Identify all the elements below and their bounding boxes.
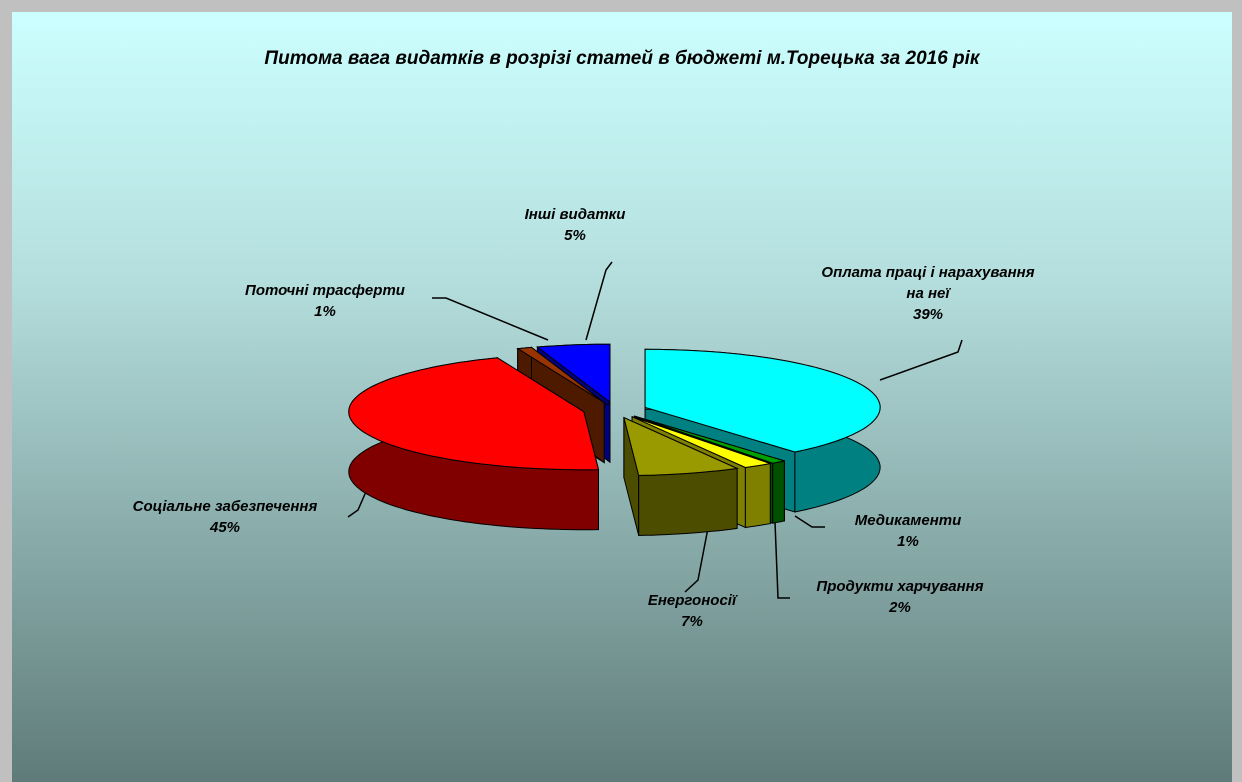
pie-slice xyxy=(516,346,605,404)
value-label: 39% xyxy=(912,306,944,323)
category-label: Соціальне забезпечення xyxy=(132,498,318,515)
category-label: Продукти харчування xyxy=(816,578,984,595)
chart-area xyxy=(12,12,1232,782)
pie-slice xyxy=(536,343,611,404)
value-label: 1% xyxy=(314,303,336,320)
data-label: Енергоносії 7% xyxy=(617,590,767,632)
category-label: Інші видатки xyxy=(524,206,626,223)
value-label: 45% xyxy=(209,519,241,536)
category-label: Медикаменти xyxy=(854,512,962,529)
value-label: 5% xyxy=(564,227,586,244)
data-label: Оплата праці і нарахування на неї 39% xyxy=(818,262,1038,325)
slice-wall xyxy=(744,463,771,529)
data-label: Соціальне забезпечення 45% xyxy=(95,496,355,538)
chart-title: Питома вага видатків в розрізі статей в … xyxy=(264,48,980,69)
category-label: Оплата праці і нарахування на неї xyxy=(821,264,1035,302)
leader-line xyxy=(794,515,825,528)
pie-slice xyxy=(623,416,739,477)
value-label: 2% xyxy=(889,599,911,616)
category-label: Енергоносії xyxy=(647,592,737,609)
leader-line xyxy=(774,521,790,599)
category-label: Поточні трасферти xyxy=(245,282,405,299)
leader-line xyxy=(585,261,613,341)
value-label: 1% xyxy=(897,533,919,550)
data-label: Продукти харчування 2% xyxy=(785,576,1015,618)
leader-line xyxy=(879,339,963,381)
leader-line xyxy=(684,527,709,593)
slice-wall xyxy=(638,467,738,537)
leader-line xyxy=(432,297,549,341)
pie-slice xyxy=(634,415,785,464)
value-label: 7% xyxy=(681,613,703,630)
data-label: Медикаменти 1% xyxy=(828,510,988,552)
slice-wall xyxy=(772,460,785,524)
data-label: Поточні трасферти 1% xyxy=(210,280,440,322)
pie-slice xyxy=(644,348,881,453)
pie-slice xyxy=(631,416,771,469)
leader-lines xyxy=(347,261,963,599)
pie-slice xyxy=(348,357,600,471)
data-label: Інші видатки 5% xyxy=(500,204,650,246)
